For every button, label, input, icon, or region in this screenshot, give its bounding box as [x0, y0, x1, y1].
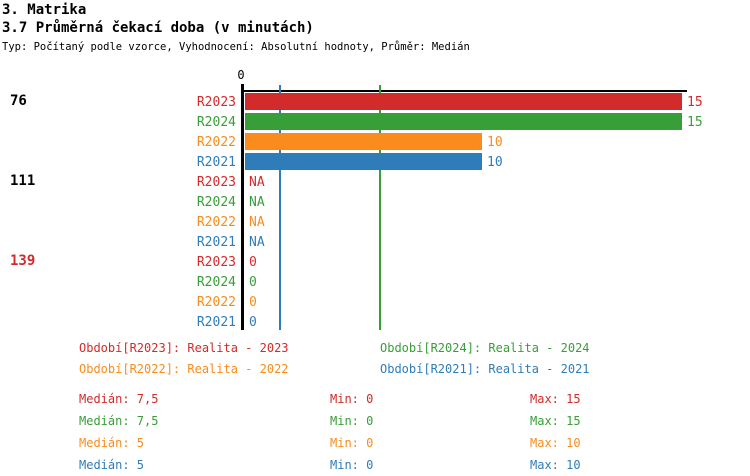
- stat-max-r2024: Max: 15: [530, 414, 581, 428]
- stat-min-r2022: Min: 0: [330, 436, 374, 450]
- series-label-r2023: R2023: [196, 255, 236, 270]
- bar-value-label: 0: [249, 255, 257, 270]
- legend-item-r2022: Období[R2022]: Realita - 2022: [79, 362, 289, 376]
- series-label-r2021: R2021: [196, 315, 236, 330]
- stat-median-r2023: Medián: 7,5: [79, 392, 159, 406]
- legend-item-r2021: Období[R2021]: Realita - 2021: [380, 362, 590, 376]
- bar-value-label: 0: [249, 275, 257, 290]
- bar-value-label: 10: [487, 135, 503, 150]
- ref-line-blue: [279, 85, 281, 330]
- series-label-r2023: R2023: [196, 95, 236, 110]
- series-label-r2024: R2024: [196, 115, 236, 130]
- stat-min-r2023: Min: 0: [330, 392, 374, 406]
- bar-value-label: NA: [249, 235, 265, 250]
- chart-subtitle: Typ: Počítaný podle vzorce, Vyhodnocení:…: [2, 41, 470, 53]
- stat-min-r2024: Min: 0: [330, 414, 374, 428]
- bar-value-label: 0: [249, 295, 257, 310]
- bar-r2021: [245, 153, 482, 170]
- group-label: 111: [10, 173, 36, 189]
- bar-value-label: 15: [687, 95, 703, 110]
- bar-value-label: 15: [687, 115, 703, 130]
- value-axis-zero-tick-label: 0: [237, 68, 245, 82]
- series-label-r2022: R2022: [196, 215, 236, 230]
- stat-median-r2022: Medián: 5: [79, 436, 145, 450]
- bar-r2023: [245, 93, 682, 110]
- legend-item-r2023: Období[R2023]: Realita - 2023: [79, 341, 289, 355]
- stat-max-r2022: Max: 10: [530, 436, 581, 450]
- ref-line-green: [379, 85, 381, 330]
- category-axis-line: [241, 84, 244, 330]
- value-axis-line: [243, 90, 687, 92]
- stat-median-r2021: Medián: 5: [79, 458, 145, 472]
- bar-value-label: 0: [249, 315, 257, 330]
- stat-max-r2021: Max: 10: [530, 458, 581, 472]
- bar-r2022: [245, 133, 482, 150]
- stat-median-r2024: Medián: 7,5: [79, 414, 159, 428]
- series-label-r2024: R2024: [196, 275, 236, 290]
- stat-max-r2023: Max: 15: [530, 392, 581, 406]
- bar-r2024: [245, 113, 682, 130]
- bar-value-label: NA: [249, 215, 265, 230]
- series-label-r2021: R2021: [196, 235, 236, 250]
- bar-value-label: NA: [249, 175, 265, 190]
- stat-min-r2021: Min: 0: [330, 458, 374, 472]
- series-label-r2023: R2023: [196, 175, 236, 190]
- series-label-r2021: R2021: [196, 155, 236, 170]
- chart-title: 3.7 Průměrná čekací doba (v minutách): [2, 20, 314, 36]
- series-label-r2022: R2022: [196, 135, 236, 150]
- series-label-r2024: R2024: [196, 195, 236, 210]
- bar-value-label: NA: [249, 195, 265, 210]
- legend-item-r2024: Období[R2024]: Realita - 2024: [380, 341, 590, 355]
- group-label: 139: [10, 253, 36, 269]
- series-label-r2022: R2022: [196, 295, 236, 310]
- group-label: 76: [10, 93, 27, 109]
- bar-value-label: 10: [487, 155, 503, 170]
- section-title: 3. Matrika: [2, 2, 87, 18]
